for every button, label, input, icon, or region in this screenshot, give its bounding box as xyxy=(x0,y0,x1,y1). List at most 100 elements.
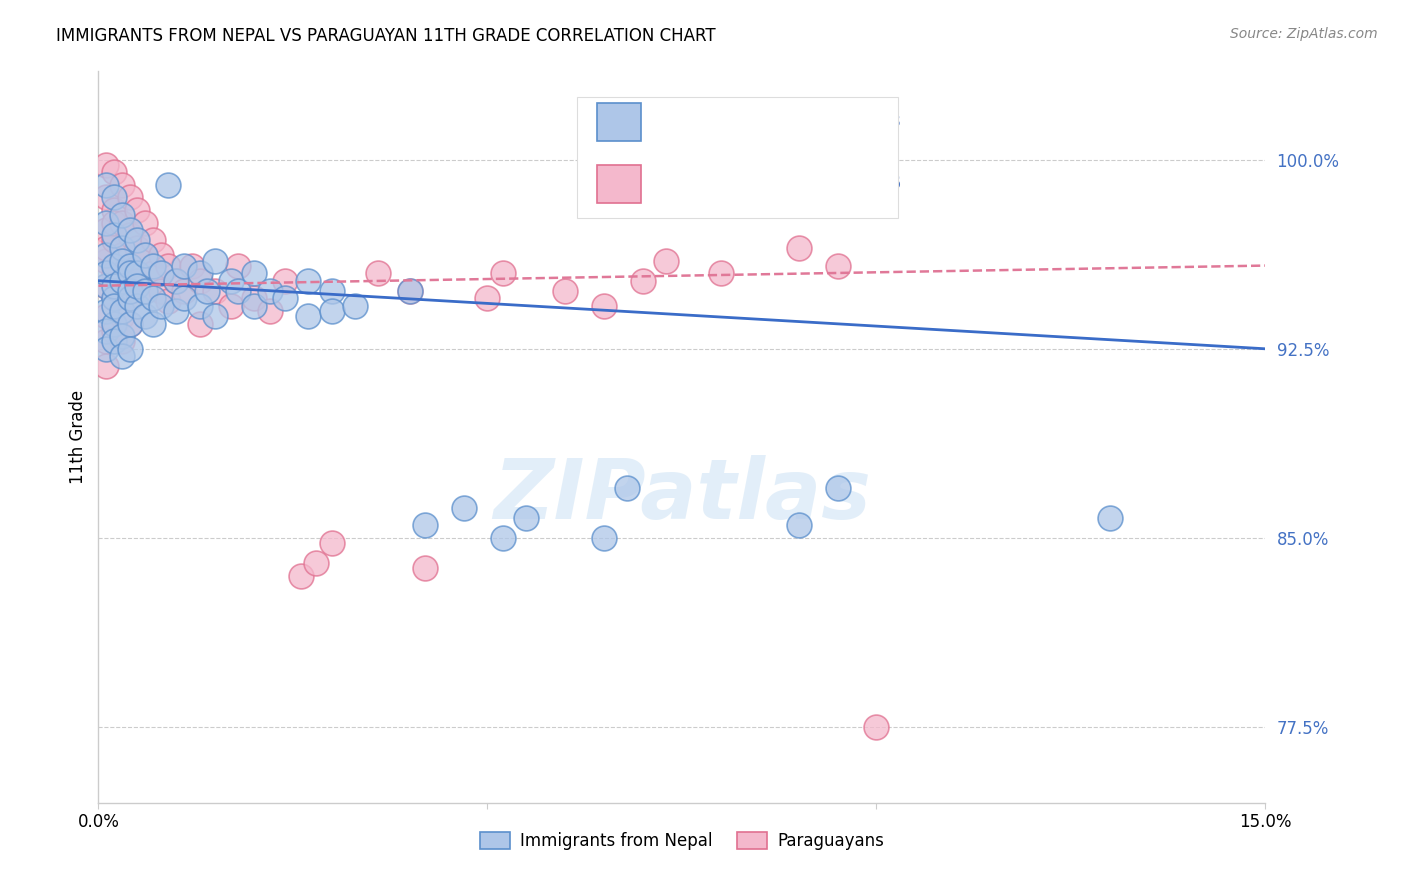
Point xyxy=(96,241,118,255)
Point xyxy=(593,299,616,313)
Text: R =: R = xyxy=(655,112,695,131)
Point xyxy=(492,266,515,280)
Point xyxy=(259,304,281,318)
Point xyxy=(96,216,118,230)
Point xyxy=(96,278,118,293)
Point xyxy=(96,266,118,280)
Point xyxy=(492,531,515,545)
Point xyxy=(103,190,125,204)
Point xyxy=(149,248,172,262)
Point xyxy=(344,299,367,313)
Point xyxy=(274,291,297,305)
Point xyxy=(157,293,180,308)
Point xyxy=(103,299,125,313)
Point xyxy=(453,500,475,515)
Point xyxy=(111,278,134,293)
Point xyxy=(118,291,141,305)
Point xyxy=(103,165,125,179)
Point xyxy=(127,203,149,218)
Point xyxy=(149,299,172,313)
Point xyxy=(103,317,125,331)
Legend: Immigrants from Nepal, Paraguayans: Immigrants from Nepal, Paraguayans xyxy=(472,825,891,856)
Point xyxy=(204,309,226,323)
Point xyxy=(118,259,141,273)
Point xyxy=(188,317,211,331)
Point xyxy=(655,253,678,268)
Point xyxy=(180,259,202,273)
Point xyxy=(865,720,887,734)
Bar xyxy=(596,165,641,203)
Point xyxy=(111,304,134,318)
Point xyxy=(321,284,343,298)
Point xyxy=(103,228,125,243)
Point xyxy=(111,208,134,222)
Point xyxy=(127,241,149,255)
Point xyxy=(243,266,266,280)
Point xyxy=(243,299,266,313)
Point xyxy=(297,274,319,288)
Point xyxy=(149,284,172,298)
Point xyxy=(398,284,420,298)
Point xyxy=(103,266,125,280)
Point xyxy=(157,259,180,273)
Point xyxy=(827,259,849,273)
Point xyxy=(173,259,195,273)
Point xyxy=(321,304,343,318)
Point xyxy=(134,248,156,262)
Point xyxy=(118,266,141,280)
Point xyxy=(103,216,125,230)
Point xyxy=(165,274,187,288)
Text: 73: 73 xyxy=(877,112,901,131)
Point xyxy=(228,284,250,298)
Point xyxy=(219,299,242,313)
Point xyxy=(96,309,118,323)
Text: 66: 66 xyxy=(877,175,901,193)
Point xyxy=(367,266,389,280)
Point xyxy=(103,291,125,305)
Point xyxy=(149,266,172,280)
Point xyxy=(118,317,141,331)
Point xyxy=(118,342,141,356)
Point xyxy=(96,342,118,356)
Point xyxy=(127,278,149,293)
Point xyxy=(142,259,165,273)
Text: -0.075: -0.075 xyxy=(720,112,783,131)
Point xyxy=(710,266,733,280)
Point xyxy=(134,284,156,298)
Point xyxy=(127,266,149,280)
Point xyxy=(142,317,165,331)
Text: R =: R = xyxy=(655,175,695,193)
Text: 0.025: 0.025 xyxy=(720,175,776,193)
Point xyxy=(118,259,141,273)
Point xyxy=(305,556,328,570)
Point xyxy=(111,241,134,255)
Point xyxy=(787,518,810,533)
Point xyxy=(127,299,149,313)
Point xyxy=(631,274,654,288)
Point xyxy=(96,324,118,338)
Point xyxy=(554,284,576,298)
Point xyxy=(827,481,849,495)
Point xyxy=(103,233,125,247)
Point xyxy=(413,561,436,575)
Point xyxy=(1098,510,1121,524)
Point xyxy=(173,284,195,298)
Point xyxy=(243,291,266,305)
Point xyxy=(188,266,211,280)
Point xyxy=(103,203,125,218)
FancyBboxPatch shape xyxy=(576,97,898,218)
Point xyxy=(103,278,125,293)
Point xyxy=(515,510,537,524)
Point xyxy=(134,248,156,262)
Point xyxy=(103,291,125,305)
Point xyxy=(118,317,141,331)
Text: Source: ZipAtlas.com: Source: ZipAtlas.com xyxy=(1230,27,1378,41)
Point xyxy=(96,304,118,318)
Point xyxy=(321,536,343,550)
Point xyxy=(157,178,180,192)
Point xyxy=(188,299,211,313)
Point xyxy=(142,266,165,280)
Text: IMMIGRANTS FROM NEPAL VS PARAGUAYAN 11TH GRADE CORRELATION CHART: IMMIGRANTS FROM NEPAL VS PARAGUAYAN 11TH… xyxy=(56,27,716,45)
Point xyxy=(188,274,211,288)
Point xyxy=(96,253,118,268)
